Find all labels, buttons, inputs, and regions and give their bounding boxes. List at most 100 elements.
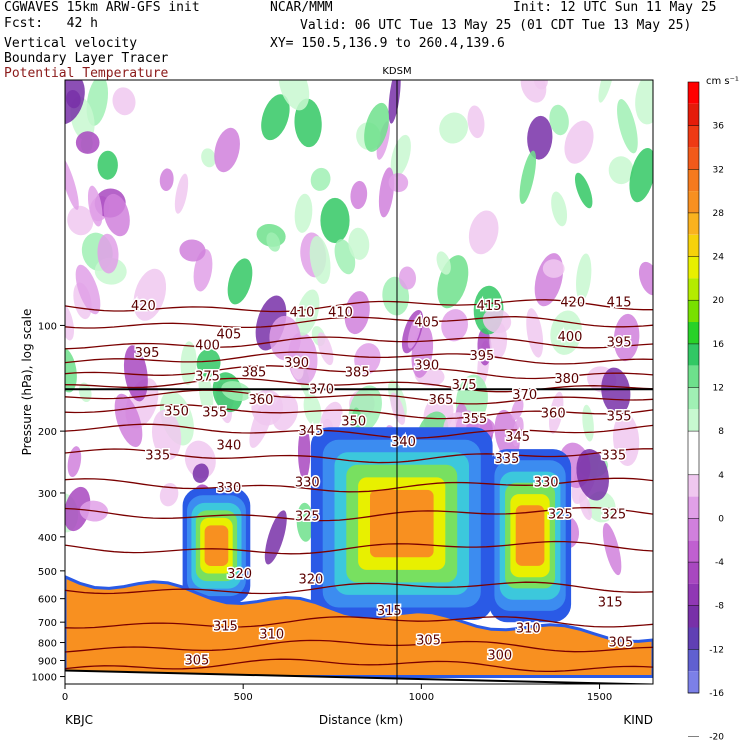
colorbar-unit: cm s⁻¹ <box>706 76 739 87</box>
theta-label: 395 <box>469 349 494 364</box>
downdraft-cell <box>75 264 101 315</box>
theta-contour <box>65 299 653 313</box>
theta-contour <box>65 477 653 493</box>
colorbar-swatch <box>688 540 699 563</box>
theta-label: 315 <box>213 620 238 635</box>
downdraft-cell <box>548 391 564 434</box>
downdraft-cell <box>511 398 524 421</box>
updraft-cell <box>439 112 468 144</box>
colorbar-label: -12 <box>709 645 724 655</box>
downdraft-cell <box>407 314 422 349</box>
updraft-cell <box>303 392 322 426</box>
valid-time: Valid: 06 UTC Tue 13 May 25 (01 CDT Tue … <box>300 18 692 33</box>
downdraft-cell <box>512 416 524 447</box>
downdraft-cell <box>354 343 381 375</box>
colorbar: 36 32 28 24 20 16 12 8 4 0 -4 -8 -12 -16 -20 <box>687 81 725 740</box>
colorbar-swatch <box>688 562 699 584</box>
theta-contour <box>65 336 653 350</box>
colorbar-swatch <box>688 409 699 432</box>
downdraft-cell <box>159 483 179 507</box>
colorbar-label: 20 <box>713 296 725 306</box>
x-tick-label: 0 <box>62 692 68 703</box>
init-time: Init: 12 UTC Sun 11 May 25 <box>513 0 717 15</box>
theta-label: 420 <box>131 299 156 314</box>
theta-label: 355 <box>202 406 227 421</box>
theta-label: 305 <box>416 634 441 649</box>
axes: 0 500 1000 1500 100 200 300 400 500 600 700 800 900 1… <box>32 321 613 703</box>
y-tick-label: 1000 <box>32 673 57 684</box>
colorbar-label: 36 <box>713 122 725 132</box>
downdraft-cell <box>87 185 103 227</box>
colorbar-swatch <box>688 322 699 344</box>
theta-label: 380 <box>554 372 579 387</box>
theta-label: 415 <box>607 295 632 310</box>
boundary-layer-tracer <box>65 427 653 679</box>
theta-label: 340 <box>391 435 416 450</box>
theta-label: 340 <box>216 439 241 454</box>
downdraft-cell <box>527 115 553 160</box>
downdraft-cell <box>151 409 182 461</box>
updraft-cell <box>519 150 537 205</box>
theta-contour <box>65 351 653 365</box>
colorbar-swatch <box>688 496 699 519</box>
theta-label: 400 <box>558 330 583 345</box>
theta-label: 355 <box>607 410 632 425</box>
model-title: CGWAVES 15km ARW-GFS init <box>4 0 200 15</box>
x-axis-label: Distance (km) <box>319 713 403 727</box>
theta-contour <box>65 365 653 380</box>
theta-contour <box>65 616 653 629</box>
theta-contour <box>65 658 653 673</box>
downdraft-cell <box>179 239 206 262</box>
downdraft-cell <box>133 268 167 321</box>
downdraft-cell <box>613 313 640 362</box>
updraft-cell <box>278 80 310 111</box>
theta-label: 400 <box>195 338 220 353</box>
updraft-cell <box>617 99 638 154</box>
downdraft-cell <box>526 308 544 358</box>
forecast-hour: Fcst: 42 h <box>4 16 98 31</box>
x-tick-label: 500 <box>234 692 253 703</box>
theta-label: 300 <box>487 648 512 663</box>
theta-label: 350 <box>341 415 366 430</box>
station-mid-label: KDSM <box>382 66 411 77</box>
y-tick-label: 300 <box>38 489 57 500</box>
theta-label: 360 <box>541 406 566 421</box>
updraft-cell <box>550 310 582 355</box>
theta-contour <box>65 581 653 595</box>
theta-label: 370 <box>512 388 537 403</box>
theta-label: 345 <box>505 430 530 445</box>
theta-label: 345 <box>298 424 323 439</box>
theta-label: 415 <box>477 299 502 314</box>
theta-contour <box>65 448 653 464</box>
updraft-cell <box>294 193 313 233</box>
colorbar-swatch <box>688 431 699 453</box>
updraft-cell <box>296 502 314 542</box>
y-tick-label: 400 <box>38 533 57 544</box>
theta-label: 410 <box>328 306 353 321</box>
theta-label: 375 <box>195 370 220 385</box>
colorbar-swatch <box>688 387 699 410</box>
theta-label: 305 <box>608 636 633 651</box>
updraft-cell <box>574 172 593 209</box>
colorbar-swatch <box>688 256 699 279</box>
colorbar-swatch <box>688 671 699 693</box>
downdraft-cell <box>75 131 100 154</box>
theta-contour <box>65 540 653 555</box>
downdraft-cell <box>251 389 284 426</box>
field-vertical-velocity: Vertical velocity <box>4 36 138 51</box>
downdraft-cell <box>542 259 565 278</box>
colorbar-label: 32 <box>713 165 724 175</box>
colorbar-swatch <box>688 147 699 170</box>
colorbar-swatch <box>688 234 699 257</box>
downdraft-cell <box>214 127 240 173</box>
colorbar-swatch <box>688 649 699 672</box>
theta-label: 335 <box>494 452 519 467</box>
theta-contour <box>65 389 653 405</box>
updraft-cell <box>390 134 411 177</box>
plot-frame <box>64 79 654 685</box>
downdraft-cell <box>494 409 520 460</box>
downdraft-cell <box>398 266 417 290</box>
downdraft-cell <box>520 80 547 103</box>
theta-contour <box>65 404 653 420</box>
